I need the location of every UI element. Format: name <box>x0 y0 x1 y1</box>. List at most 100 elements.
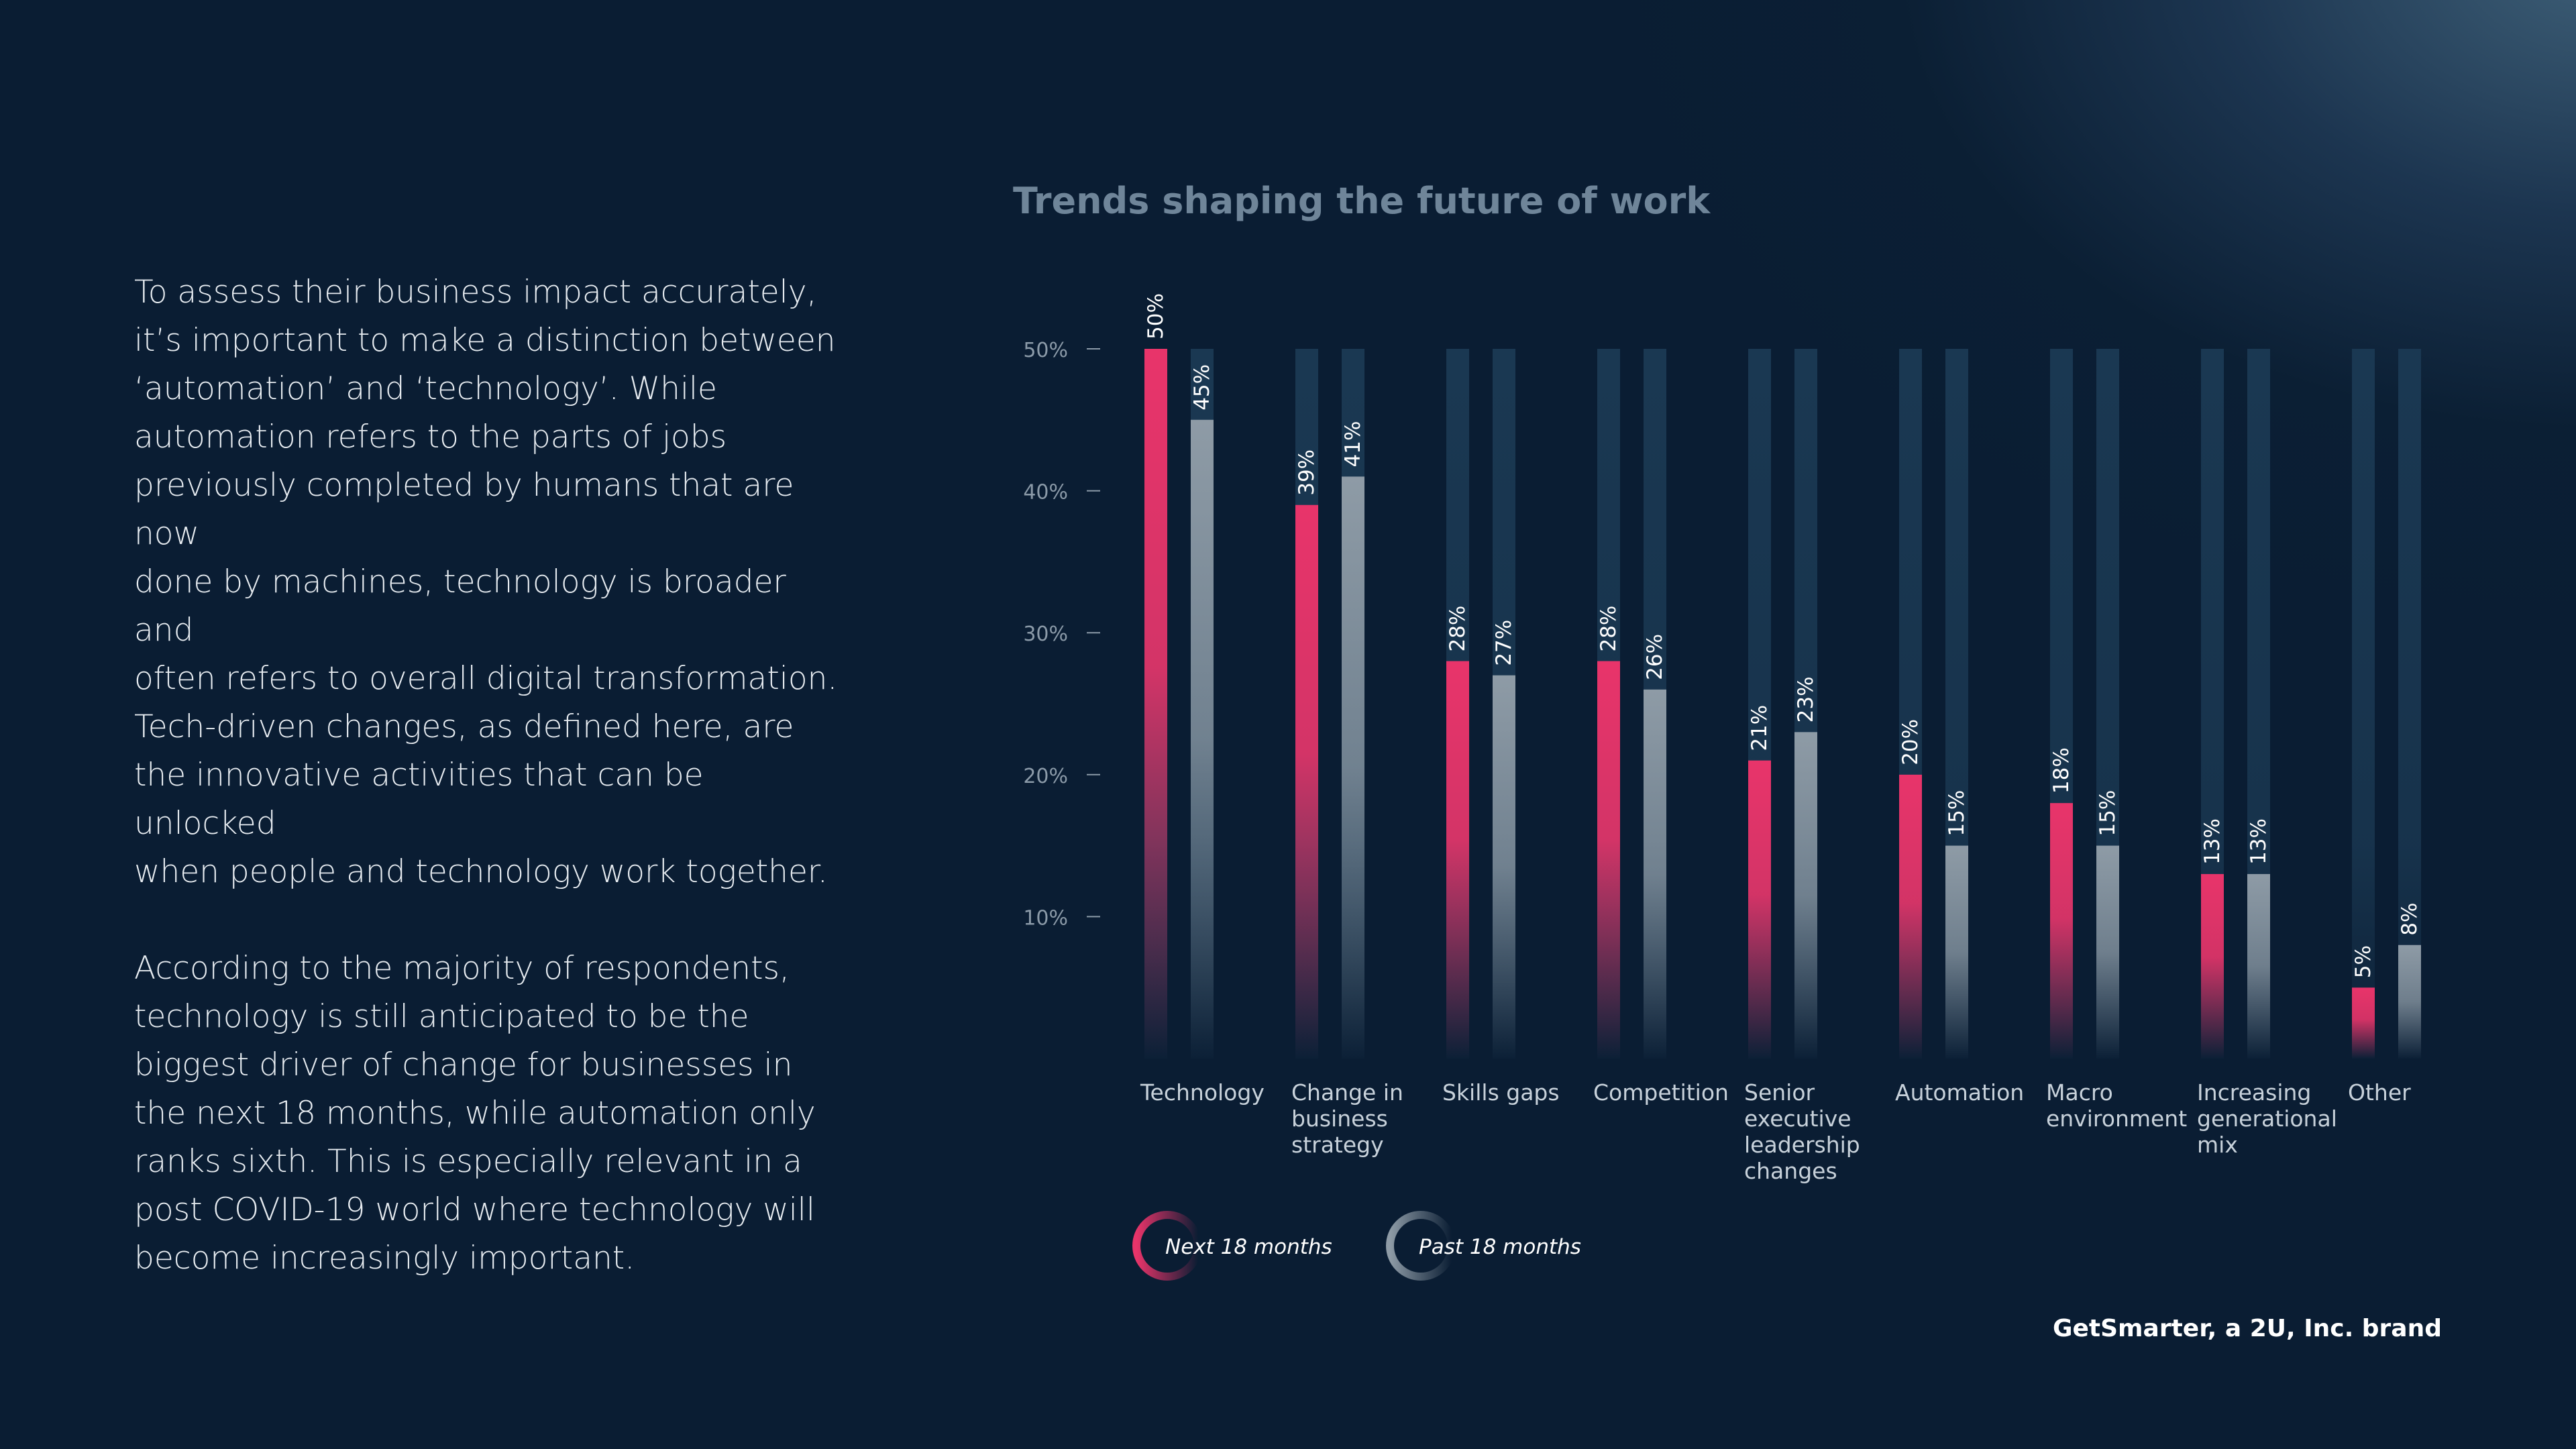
data-label-past: 26% <box>1643 634 1667 680</box>
bar-track <box>2247 349 2270 1059</box>
legend-ring-next <box>1132 1211 1202 1281</box>
bar-group: 39% 41% <box>1295 349 1365 1059</box>
category-label: Increasing generational mix <box>2197 1079 2337 1158</box>
bar-group: 50% 45% <box>1144 293 1214 1059</box>
y-tick-label: 20% <box>1023 765 1068 788</box>
data-label-next: 21% <box>1748 705 1772 751</box>
bar-track <box>2050 349 2073 1059</box>
legend-ring-past <box>1386 1211 1456 1281</box>
category-label: Senior executive leadership changes <box>1744 1079 1860 1184</box>
category-label-line: Increasing <box>2197 1079 2311 1106</box>
data-label-next: 28% <box>1446 606 1470 652</box>
category-label: Macro environment <box>2046 1079 2187 1132</box>
data-label-next: 50% <box>1144 293 1168 339</box>
category-label-line: Automation <box>1895 1079 2024 1106</box>
bar-next <box>2201 873 2224 1059</box>
legend-label-past: Past 18 months <box>1419 1235 1581 1259</box>
category-label-line: Macro <box>2046 1079 2113 1106</box>
bar-group: 20% 15% <box>1898 349 1969 1059</box>
bar-past <box>1342 476 1364 1059</box>
bar-past <box>1644 689 1666 1059</box>
bar-next <box>1748 760 1771 1059</box>
data-label-past: 15% <box>1945 790 1969 837</box>
data-label-past: 45% <box>1190 364 1214 411</box>
bar-next <box>1446 661 1469 1059</box>
category-label: Automation <box>1895 1079 2024 1106</box>
category-label-line: mix <box>2197 1132 2238 1158</box>
category-label: Change in business strategy <box>1291 1079 1403 1158</box>
bar-track <box>1644 349 1666 1059</box>
category-label-line: generational <box>2197 1106 2337 1132</box>
bar-group: 18% 15% <box>2049 349 2120 1059</box>
bar-track <box>1748 349 1771 1059</box>
legend: Next 18 months Past 18 months <box>1132 1211 1581 1281</box>
category-label: Other <box>2348 1079 2411 1106</box>
bar-next <box>2352 987 2375 1059</box>
bar-group: 21% 23% <box>1748 349 1818 1059</box>
category-label-line: Competition <box>1593 1079 1729 1106</box>
y-tick-label: 50% <box>1023 339 1068 362</box>
bar-past <box>2247 873 2270 1059</box>
data-label-past: 27% <box>1492 620 1516 666</box>
bar-past <box>2096 845 2119 1059</box>
bar-past <box>1493 675 1515 1059</box>
category-label-line: Skills gaps <box>1442 1079 1560 1106</box>
bar-group: 5% 8% <box>2351 349 2422 1059</box>
bar-next <box>2050 803 2073 1059</box>
bar-group: 28% 26% <box>1597 349 1667 1059</box>
bar-past <box>1794 732 1817 1059</box>
bar-groups: 50%45%39%41%28% 27% 28%26%21%23%20%15%18%1… <box>1144 293 2422 1059</box>
category-label-line: Change in <box>1291 1079 1403 1106</box>
data-label-past: 8% <box>2398 903 2422 936</box>
category-label-line: environment <box>2046 1106 2187 1132</box>
y-tick-label: 10% <box>1023 906 1068 930</box>
body-paragraph-1: To assess their business impact accurate… <box>134 274 838 890</box>
data-label-next: 28% <box>1597 606 1621 652</box>
bar-track <box>1945 349 1968 1059</box>
bar-track <box>2352 349 2375 1059</box>
brand-credit: GetSmarter, a 2U, Inc. brand <box>2052 1315 2442 1342</box>
x-axis-labels: Technology Change in business strategy Skill… <box>1140 1079 2411 1184</box>
data-label-next: 13% <box>2200 818 2224 865</box>
body-text: To assess their business impact accurate… <box>134 268 845 1331</box>
data-label-past: 41% <box>1341 421 1365 468</box>
bar-next <box>1295 504 1318 1059</box>
chart-title: Trends shaping the future of work <box>1013 180 1711 222</box>
bar-track <box>1794 349 1817 1059</box>
body-paragraph-2: According to the majority of respondents… <box>134 950 816 1277</box>
bar-track <box>2398 349 2421 1059</box>
category-label-line: changes <box>1744 1158 1837 1184</box>
bar-track <box>1295 349 1318 1059</box>
data-label-past: 13% <box>2247 818 2271 865</box>
bar-next <box>1597 661 1620 1059</box>
legend-label-next: Next 18 months <box>1165 1235 1332 1259</box>
data-label-past: 15% <box>2096 790 2120 837</box>
category-label: Skills gaps <box>1442 1079 1560 1106</box>
y-tick-label: 40% <box>1023 481 1068 504</box>
bar-track <box>1191 349 1214 1059</box>
bar-track <box>1899 349 1922 1059</box>
bar-group: 28% 27% <box>1446 349 1516 1059</box>
bar-group: 13% 13% <box>2200 349 2271 1059</box>
category-label-line: leadership <box>1744 1132 1860 1158</box>
data-label-next: 20% <box>1898 719 1923 765</box>
bar-past <box>2398 945 2421 1059</box>
category-label-line: Technology <box>1140 1079 1265 1106</box>
category-label-line: strategy <box>1291 1132 1384 1158</box>
legend-item-past: Past 18 months <box>1386 1211 1581 1281</box>
bar-next <box>1144 349 1167 1059</box>
bar-track <box>1597 349 1620 1059</box>
data-label-past: 23% <box>1794 676 1818 722</box>
bar-track <box>1493 349 1515 1059</box>
category-label-line: Senior <box>1744 1079 1815 1106</box>
category-label-line: executive <box>1744 1106 1851 1132</box>
bar-track <box>2201 349 2224 1059</box>
bar-track <box>1446 349 1469 1059</box>
category-label: Technology <box>1140 1079 1265 1106</box>
data-label-next: 18% <box>2049 747 2074 794</box>
category-label-line: Other <box>2348 1079 2411 1106</box>
bar-track <box>1144 349 1167 1059</box>
category-label: Competition <box>1593 1079 1729 1106</box>
y-tick-label: 30% <box>1023 623 1068 646</box>
data-label-next: 5% <box>2351 945 2375 978</box>
